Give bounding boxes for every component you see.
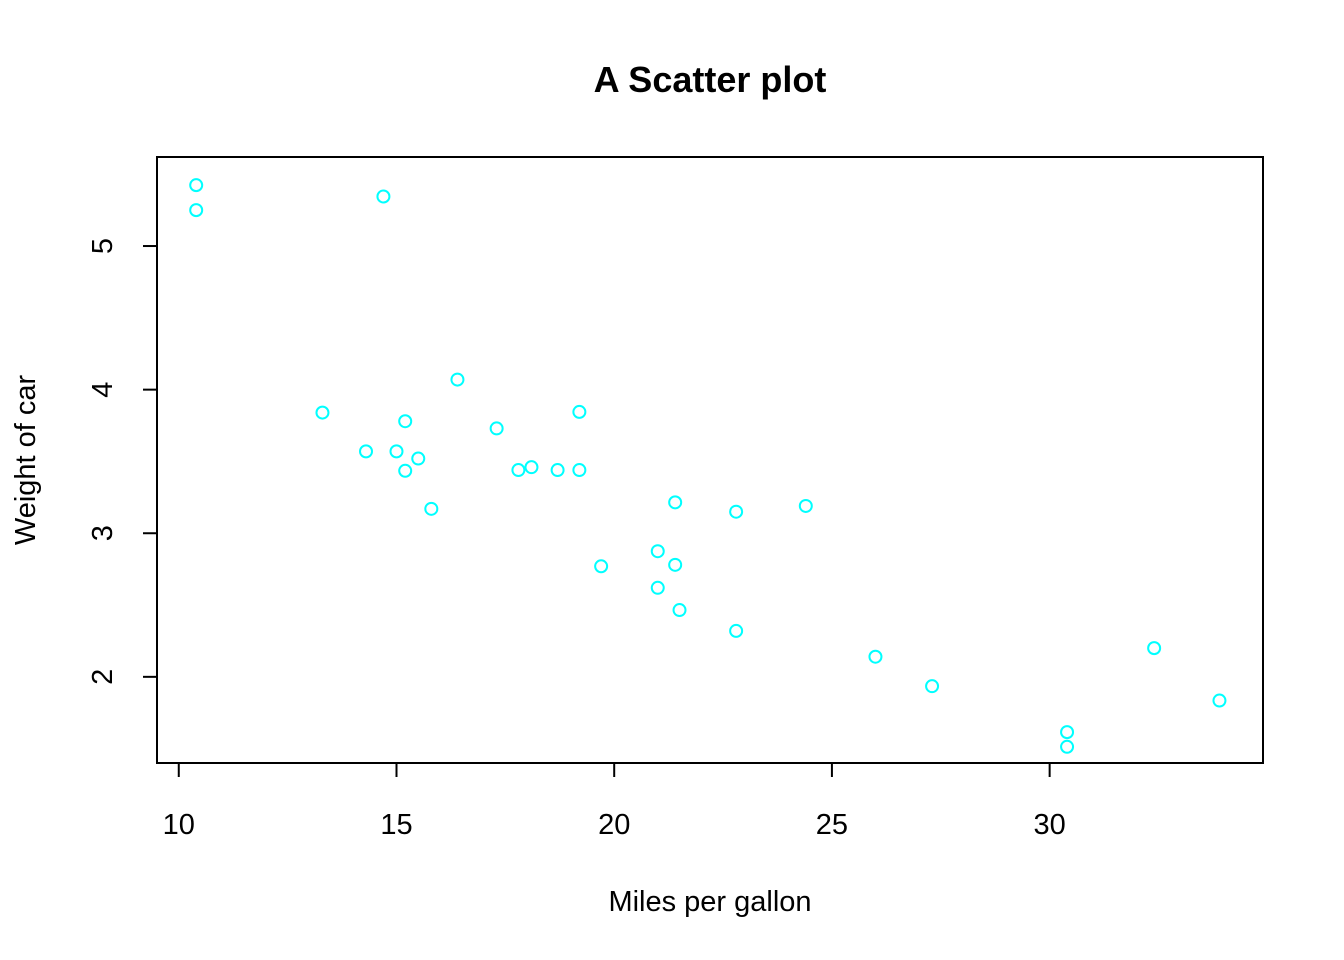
data-point — [798, 498, 813, 513]
data-point — [359, 444, 374, 459]
data-point — [594, 559, 609, 574]
data-point — [650, 544, 665, 559]
y-axis-title: Weight of car — [10, 375, 42, 546]
data-point — [868, 649, 883, 664]
x-tick-label: 25 — [816, 809, 848, 841]
y-tick-label: 2 — [87, 669, 119, 685]
data-point — [398, 414, 413, 429]
data-point — [1060, 739, 1075, 754]
data-point — [925, 679, 940, 694]
plot-frame — [156, 156, 1264, 764]
data-point — [672, 603, 687, 618]
data-point — [189, 178, 204, 193]
data-point — [424, 501, 439, 516]
data-point — [572, 463, 587, 478]
x-tick-label: 10 — [163, 809, 195, 841]
data-point — [668, 495, 683, 510]
data-point — [668, 557, 683, 572]
data-point — [524, 460, 539, 475]
data-point — [315, 405, 330, 420]
data-point — [572, 404, 587, 419]
data-point — [489, 421, 504, 436]
data-point — [376, 189, 391, 204]
data-point — [1147, 641, 1162, 656]
x-tick-label: 15 — [380, 809, 412, 841]
x-axis: 10 15 20 25 30 — [163, 762, 1066, 841]
x-axis-title: Miles per gallon — [608, 886, 811, 918]
data-point — [398, 463, 413, 478]
data-point — [729, 504, 744, 519]
data-point — [411, 451, 426, 466]
data-point — [729, 623, 744, 638]
points-layer — [189, 178, 1227, 754]
data-point — [450, 372, 465, 387]
x-tick-label: 30 — [1034, 809, 1066, 841]
y-tick-label: 3 — [87, 525, 119, 541]
data-point — [650, 580, 665, 595]
data-point — [1060, 725, 1075, 740]
y-axis: 2 3 4 5 — [87, 238, 158, 685]
data-point — [189, 203, 204, 218]
y-tick-label: 4 — [87, 382, 119, 398]
data-point — [550, 463, 565, 478]
data-point — [1212, 693, 1227, 708]
data-point — [511, 463, 526, 478]
chart-title: A Scatter plot — [594, 59, 827, 100]
x-tick-label: 20 — [598, 809, 630, 841]
y-tick-label: 5 — [87, 238, 119, 254]
data-point — [389, 444, 404, 459]
